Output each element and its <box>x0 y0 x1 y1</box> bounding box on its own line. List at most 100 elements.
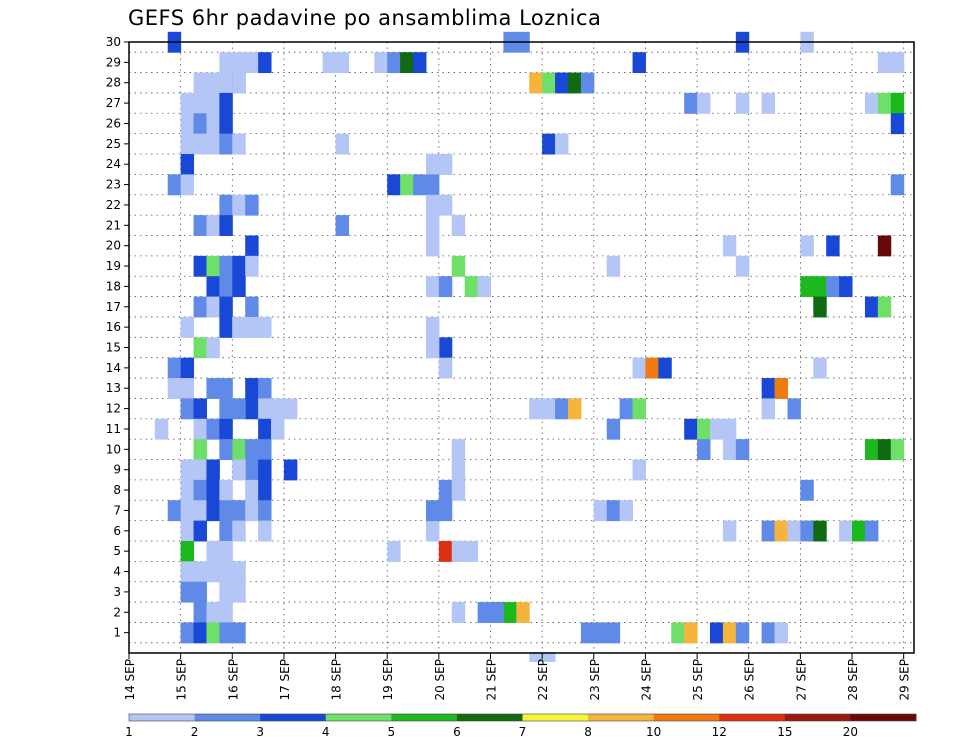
heatmap-cell <box>374 52 388 74</box>
heatmap-cell <box>219 378 233 399</box>
x-tick-label: 22 SEP <box>536 659 550 701</box>
heatmap-cell <box>219 500 233 522</box>
heatmap-cell <box>555 133 569 155</box>
heatmap-cell <box>180 479 195 501</box>
heatmap-cell <box>671 622 685 644</box>
heatmap-cell <box>271 398 285 420</box>
heatmap-cell <box>710 622 724 644</box>
heatmap-cell <box>245 398 259 420</box>
heatmap-cell <box>219 520 233 542</box>
heatmap-cell <box>167 174 182 196</box>
heatmap-cell <box>490 602 504 623</box>
heatmap-cell <box>451 459 466 481</box>
heatmap-cell <box>800 235 814 257</box>
heatmap-cell <box>193 72 207 94</box>
legend-swatch <box>129 714 196 721</box>
heatmap-cell <box>245 459 259 481</box>
heatmap-cell <box>180 316 195 338</box>
heatmap-cell <box>219 581 233 603</box>
heatmap-cell <box>245 500 259 522</box>
heatmap-cell <box>542 133 556 155</box>
y-tick-label: 27 <box>106 96 121 110</box>
heatmap-cell <box>193 520 207 542</box>
heatmap-cell <box>219 602 233 623</box>
heatmap-cell <box>735 439 750 461</box>
heatmap-cell <box>206 133 220 155</box>
heatmap-cell <box>425 235 440 257</box>
axis-ticks <box>124 41 905 659</box>
heatmap-cell <box>451 215 466 236</box>
heatmap-cell <box>877 296 892 318</box>
heatmap-cell <box>722 418 737 440</box>
heatmap-cell <box>542 72 556 94</box>
heatmap-cell <box>800 520 814 542</box>
x-tick-label: 21 SEP <box>485 659 499 701</box>
heatmap-cell <box>813 276 827 298</box>
heatmap-cell <box>813 357 827 379</box>
x-tick-label: 20 SEP <box>433 659 447 701</box>
heatmap-cell <box>619 500 634 522</box>
y-tick-label: 4 <box>113 565 121 579</box>
legend-label: 8 <box>584 725 592 739</box>
y-tick-label: 28 <box>106 76 121 90</box>
heatmap-cell <box>425 215 440 236</box>
heatmap-cell <box>193 418 207 440</box>
heatmap-cell <box>193 296 207 318</box>
legend-swatch <box>260 714 327 721</box>
heatmap-cell <box>438 500 453 522</box>
heatmap-cell <box>219 255 233 277</box>
y-tick-label: 26 <box>106 116 121 130</box>
heatmap-cell <box>697 418 711 440</box>
y-tick-label: 12 <box>106 402 121 416</box>
heatmap-cell <box>451 602 466 623</box>
heatmap-cell <box>180 378 195 399</box>
heatmap-cell <box>774 378 788 399</box>
heatmap-cell <box>258 479 272 501</box>
y-tick-label: 3 <box>113 585 121 599</box>
heatmap-cell <box>219 316 233 338</box>
heatmap-cell <box>193 255 207 277</box>
heatmap-cell <box>890 174 905 196</box>
legend-label: 7 <box>519 725 527 739</box>
heatmap-cell <box>206 378 220 399</box>
heatmap-cell <box>232 561 246 583</box>
heatmap-cell <box>787 398 801 420</box>
heatmap-cell <box>180 398 195 420</box>
y-tick-label: 10 <box>106 442 121 456</box>
heatmap-cell <box>516 602 530 623</box>
heatmap-cell <box>219 479 233 501</box>
x-tick-label: 26 SEP <box>743 659 757 701</box>
y-tick-label: 14 <box>106 361 121 375</box>
heatmap-cell <box>800 479 814 501</box>
legend-swatch <box>456 714 523 721</box>
heatmap-cell <box>606 418 621 440</box>
heatmap-cell <box>180 92 195 114</box>
heatmap-cell <box>219 215 233 236</box>
heatmap-cell <box>167 500 182 522</box>
legend-label: 2 <box>191 725 199 739</box>
heatmap-cell <box>245 378 259 399</box>
heatmap-cell <box>542 398 556 420</box>
heatmap-cell <box>206 92 220 114</box>
heatmap-cell <box>206 276 220 298</box>
legend-swatch <box>325 714 392 721</box>
heatmap-cell <box>735 622 750 644</box>
heatmap-cell <box>206 459 220 481</box>
heatmap-cell <box>645 357 659 379</box>
heatmap-cell <box>232 459 246 481</box>
heatmap-cell <box>813 296 827 318</box>
heatmap-cell <box>206 72 220 94</box>
heatmap-cell <box>245 255 259 277</box>
heatmap-cell <box>697 92 711 114</box>
y-tick-label: 25 <box>106 137 121 151</box>
legend-frame <box>128 713 917 722</box>
heatmap-cell <box>206 540 220 562</box>
x-tick-label: 25 SEP <box>691 659 705 701</box>
heatmap-cell <box>826 235 840 257</box>
x-tick-label: 23 SEP <box>588 659 602 701</box>
x-tick-label: 28 SEP <box>846 659 860 701</box>
heatmap-cell <box>735 255 750 277</box>
heatmap-cell <box>580 622 595 644</box>
heatmap-cell <box>193 439 207 461</box>
